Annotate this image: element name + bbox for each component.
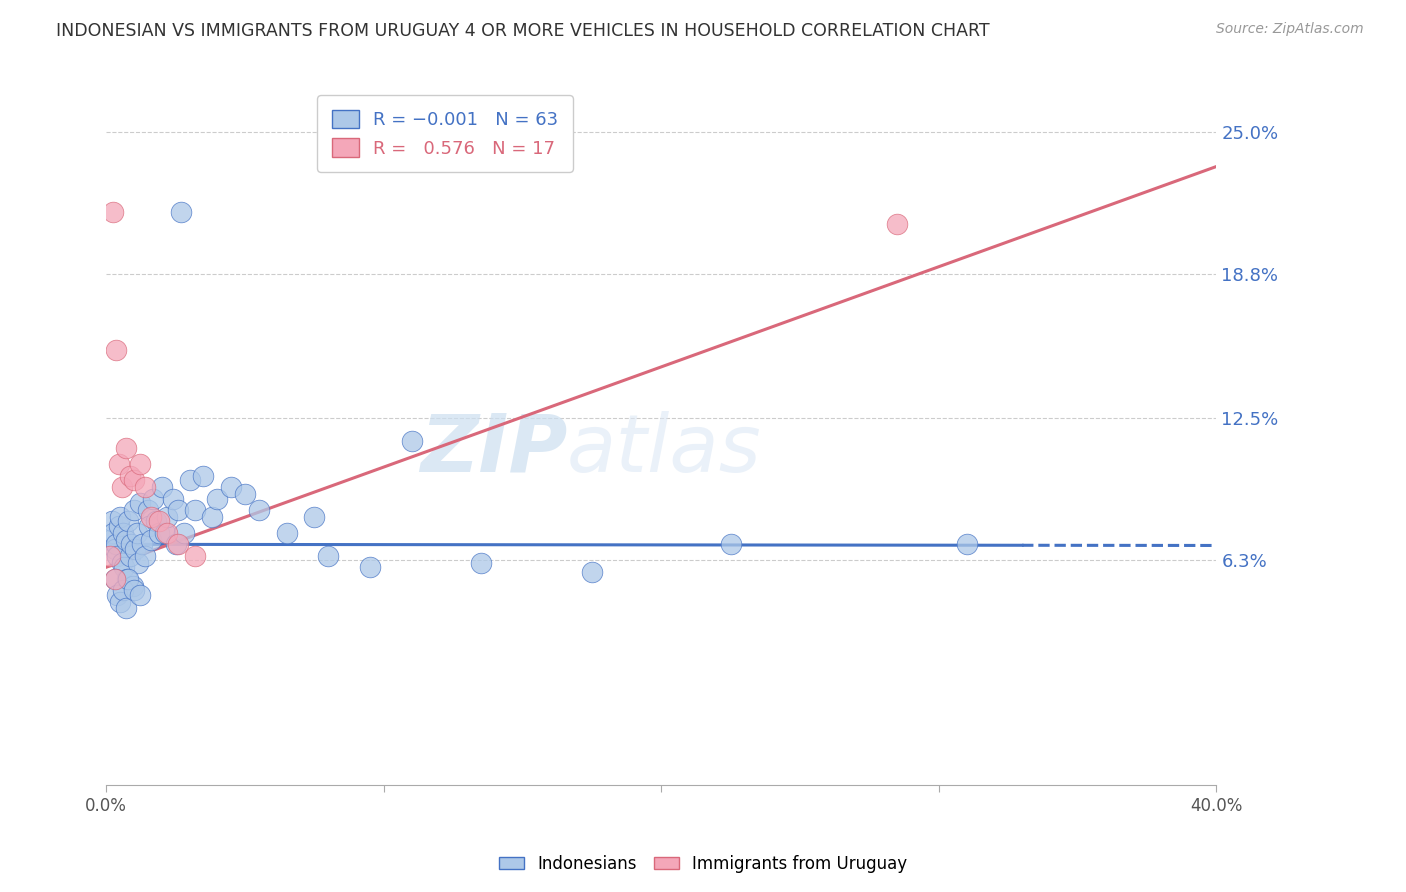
Point <box>115 572 138 586</box>
Point <box>148 515 170 529</box>
Point <box>139 509 162 524</box>
Point <box>165 537 187 551</box>
Point <box>162 491 184 506</box>
Point <box>100 549 122 563</box>
Point <box>201 509 224 524</box>
Point <box>104 343 127 357</box>
Point <box>125 525 148 540</box>
Point <box>156 525 179 540</box>
Point <box>134 549 156 563</box>
Point <box>122 473 145 487</box>
Point <box>955 537 977 551</box>
Point <box>156 509 179 524</box>
Point <box>110 556 132 570</box>
Point <box>121 578 143 592</box>
Point <box>120 537 142 551</box>
Point <box>127 556 149 570</box>
Point <box>167 503 190 517</box>
Text: atlas: atlas <box>567 410 762 489</box>
Point <box>118 468 141 483</box>
Point <box>103 572 125 586</box>
Point <box>108 509 131 524</box>
Text: INDONESIAN VS IMMIGRANTS FROM URUGUAY 4 OR MORE VEHICLES IN HOUSEHOLD CORRELATIO: INDONESIAN VS IMMIGRANTS FROM URUGUAY 4 … <box>56 22 990 40</box>
Point <box>148 525 170 540</box>
Point <box>138 519 160 533</box>
Point <box>142 491 165 506</box>
Point <box>359 560 381 574</box>
Point <box>101 515 124 529</box>
Point <box>247 503 270 517</box>
Point <box>131 537 153 551</box>
Point <box>145 515 167 529</box>
Point <box>128 496 150 510</box>
Point <box>136 503 159 517</box>
Point <box>105 549 128 563</box>
Point <box>153 525 176 540</box>
Point <box>150 480 173 494</box>
Point <box>193 468 215 483</box>
Point <box>108 594 131 608</box>
Legend: Indonesians, Immigrants from Uruguay: Indonesians, Immigrants from Uruguay <box>492 848 914 880</box>
Point <box>122 503 145 517</box>
Point <box>233 487 256 501</box>
Point <box>101 525 124 540</box>
Point <box>139 533 162 547</box>
Text: Source: ZipAtlas.com: Source: ZipAtlas.com <box>1216 22 1364 37</box>
Point <box>128 588 150 602</box>
Point <box>219 480 242 494</box>
Point <box>107 519 129 533</box>
Point <box>316 549 339 563</box>
Point <box>886 217 908 231</box>
Point <box>470 556 492 570</box>
Point <box>170 205 193 219</box>
Point <box>304 509 326 524</box>
Point <box>114 441 136 455</box>
Point <box>114 533 136 547</box>
Point <box>134 480 156 494</box>
Point <box>184 503 207 517</box>
Point <box>114 601 136 615</box>
Point <box>167 537 190 551</box>
Point <box>581 565 603 579</box>
Point <box>128 457 150 471</box>
Point <box>184 549 207 563</box>
Point <box>124 541 146 556</box>
Point <box>110 480 132 494</box>
Point <box>111 525 134 540</box>
Point <box>720 537 742 551</box>
Point <box>112 560 135 574</box>
Point <box>103 572 125 586</box>
Point <box>105 588 128 602</box>
Point <box>117 515 139 529</box>
Point <box>173 525 195 540</box>
Point <box>401 434 423 449</box>
Point <box>117 572 139 586</box>
Point <box>103 541 125 556</box>
Point <box>101 205 124 219</box>
Point <box>100 533 122 547</box>
Point <box>107 457 129 471</box>
Text: ZIP: ZIP <box>419 410 567 489</box>
Point <box>122 583 145 598</box>
Point <box>179 473 201 487</box>
Point <box>118 549 141 563</box>
Point <box>207 491 229 506</box>
Point <box>276 525 298 540</box>
Point <box>111 583 134 598</box>
Legend: R = −0.001   N = 63, R =   0.576   N = 17: R = −0.001 N = 63, R = 0.576 N = 17 <box>318 95 572 172</box>
Point <box>104 537 127 551</box>
